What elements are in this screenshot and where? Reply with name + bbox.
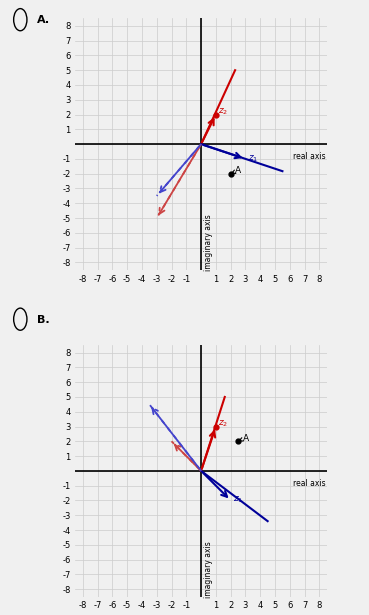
Text: $z_2$: $z_2$ bbox=[218, 419, 228, 429]
Text: imaginary axis: imaginary axis bbox=[204, 215, 213, 271]
Text: $z_1$: $z_1$ bbox=[248, 153, 258, 164]
Text: A: A bbox=[239, 434, 249, 443]
Text: real axis: real axis bbox=[293, 479, 325, 488]
Text: $z_2$: $z_2$ bbox=[218, 107, 228, 117]
Text: A: A bbox=[232, 166, 241, 175]
Text: real axis: real axis bbox=[293, 153, 325, 161]
Text: A.: A. bbox=[37, 15, 50, 25]
Text: imaginary axis: imaginary axis bbox=[204, 541, 213, 598]
Text: $z_1$: $z_1$ bbox=[233, 495, 243, 506]
Text: B.: B. bbox=[37, 315, 49, 325]
